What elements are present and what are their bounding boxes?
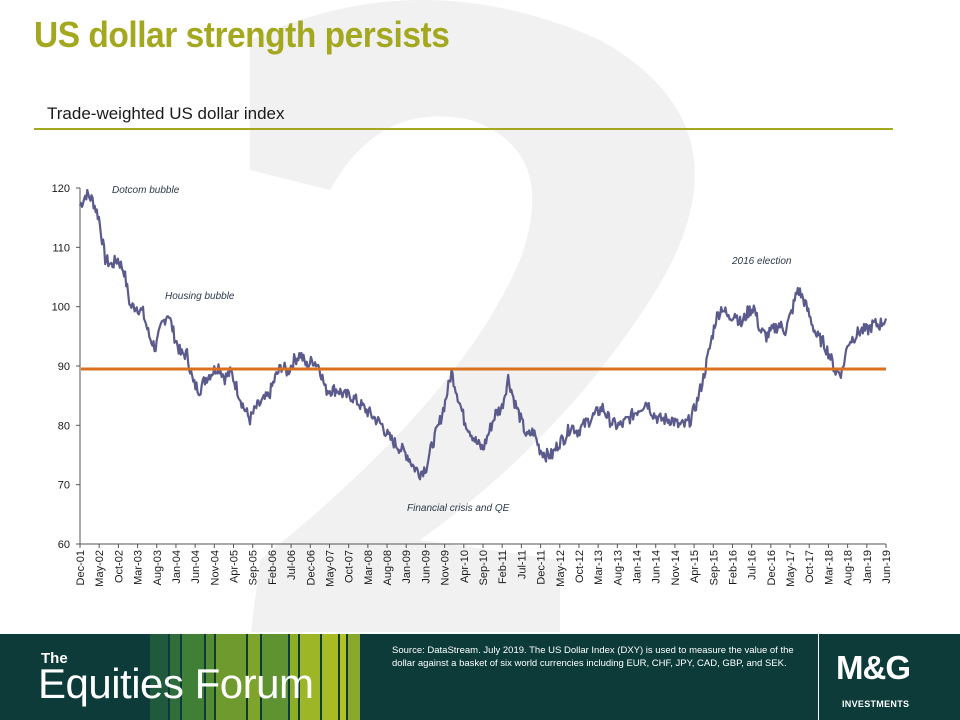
x-tick-label: Feb-11: [497, 550, 509, 584]
x-tick-label: Jan-14: [632, 550, 644, 584]
annotation-label: Financial crisis and QE: [407, 503, 510, 514]
x-tick-label: Jul-16: [747, 550, 759, 580]
x-tick-label: Jul-11: [516, 550, 528, 579]
page-title: US dollar strength persists: [34, 14, 450, 55]
x-tick-label: Aug-03: [152, 550, 164, 585]
x-tick-label: May-02: [94, 550, 106, 587]
x-tick-label: Nov-09: [440, 550, 452, 585]
x-tick-label: Aug-08: [382, 550, 394, 585]
x-tick-label: Dec-01: [75, 550, 87, 585]
dollar-index-chart: 60 70 80 90 100 110 120 Dec-01 May-02 Oct-02 Mar-…: [52, 183, 893, 587]
y-tick-label: 120: [52, 183, 70, 195]
annotations: Dotcom bubble Housing bubble Financial cri…: [112, 185, 792, 514]
x-tick-label: May-12: [555, 550, 567, 587]
x-tick-label: Sep-05: [248, 550, 260, 585]
x-tick-label: May-17: [785, 550, 797, 587]
annotation-label: Housing bubble: [165, 291, 235, 302]
mg-logo-subtitle: INVESTMENTS: [842, 699, 910, 709]
x-tick-label: Jun-04: [190, 550, 202, 584]
x-tick-label: Mar-18: [823, 550, 835, 585]
y-tick-label: 70: [58, 480, 70, 492]
x-tick-label: Nov-14: [670, 550, 682, 585]
x-tick-label: Jun-14: [651, 550, 663, 584]
annotation-label: Dotcom bubble: [112, 185, 180, 196]
plot-area: [78, 188, 888, 481]
x-tick-label: Apr-05: [229, 550, 241, 583]
x-tick-label: Apr-15: [689, 550, 701, 583]
x-tick-label: Oct-12: [574, 550, 586, 583]
background-watermark: [250, 0, 695, 632]
x-tick-label: Nov-04: [209, 550, 221, 585]
x-tick-label: Jan-04: [171, 550, 183, 584]
footer-stripes: [150, 634, 360, 720]
x-tick-label: Oct-07: [344, 550, 356, 583]
annotation-label: 2016 election: [731, 256, 792, 267]
brand-the: The: [41, 650, 68, 667]
x-tick-label: Feb-16: [727, 550, 739, 585]
brand-name: Equities Forum: [38, 660, 314, 707]
x-tick-label: Jan-09: [401, 550, 413, 584]
footer-divider: [818, 634, 819, 720]
series-line: [78, 188, 888, 481]
mg-logo: M&G: [836, 649, 911, 686]
x-tick-label: Oct-17: [804, 550, 816, 583]
y-tick-label: 100: [52, 302, 70, 314]
y-tick-label: 110: [52, 242, 70, 254]
x-tick-label: Dec-16: [766, 550, 778, 585]
x-tick-label: Mar-08: [363, 550, 375, 585]
x-tick-label: Jun-19: [881, 550, 893, 584]
chart-subtitle: Trade-weighted US dollar index: [47, 104, 285, 123]
x-tick-label: Apr-10: [459, 550, 471, 583]
y-axis: 60 70 80 90 100 110 120: [52, 183, 81, 551]
x-tick-label: May-07: [324, 550, 336, 587]
x-tick-label: Aug-18: [843, 550, 855, 585]
source-note: Source: DataStream. July 2019. The US Do…: [392, 645, 794, 669]
x-tick-label: Sep-10: [478, 550, 490, 585]
x-axis: Dec-01 May-02 Oct-02 Mar-03 Aug-03 Jan-04 Jun-…: [75, 543, 893, 587]
x-tick-label: Aug-13: [612, 550, 624, 585]
x-tick-label: Mar-13: [593, 550, 605, 585]
x-tick-label: Dec-06: [305, 550, 317, 585]
y-tick-label: 90: [58, 361, 70, 373]
y-tick-label: 80: [58, 420, 70, 432]
x-tick-label: Jun-09: [420, 550, 432, 584]
x-tick-label: Sep-15: [708, 550, 720, 585]
title-rule: [34, 128, 893, 130]
x-tick-label: Jul-06: [286, 550, 298, 580]
x-tick-label: Oct-02: [113, 550, 125, 583]
x-tick-label: Jan-19: [862, 550, 874, 584]
x-tick-label: Feb-06: [267, 550, 279, 585]
x-tick-label: Mar-03: [133, 550, 145, 585]
x-tick-label: Dec-11: [536, 550, 548, 585]
footer-bar: [0, 634, 960, 720]
y-tick-label: 60: [58, 539, 70, 551]
